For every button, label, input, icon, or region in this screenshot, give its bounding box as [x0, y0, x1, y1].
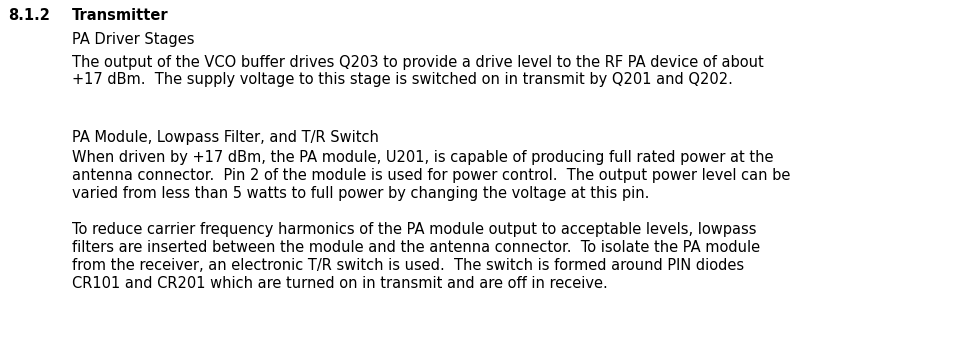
Text: varied from less than 5 watts to full power by changing the voltage at this pin.: varied from less than 5 watts to full po…	[72, 186, 649, 201]
Text: When driven by +17 dBm, the PA module, U201, is capable of producing full rated : When driven by +17 dBm, the PA module, U…	[72, 150, 774, 165]
Text: from the receiver, an electronic T/R switch is used.  The switch is formed aroun: from the receiver, an electronic T/R swi…	[72, 258, 745, 273]
Text: +17 dBm.  The supply voltage to this stage is switched on in transmit by Q201 an: +17 dBm. The supply voltage to this stag…	[72, 72, 733, 87]
Text: antenna connector.  Pin 2 of the module is used for power control.  The output p: antenna connector. Pin 2 of the module i…	[72, 168, 790, 183]
Text: filters are inserted between the module and the antenna connector.  To isolate t: filters are inserted between the module …	[72, 240, 760, 255]
Text: The output of the VCO buffer drives Q203 to provide a drive level to the RF PA d: The output of the VCO buffer drives Q203…	[72, 55, 764, 70]
Text: Transmitter: Transmitter	[72, 8, 168, 23]
Text: PA Driver Stages: PA Driver Stages	[72, 32, 194, 47]
Text: CR101 and CR201 which are turned on in transmit and are off in receive.: CR101 and CR201 which are turned on in t…	[72, 276, 608, 291]
Text: 8.1.2: 8.1.2	[8, 8, 50, 23]
Text: PA Module, Lowpass Filter, and T/R Switch: PA Module, Lowpass Filter, and T/R Switc…	[72, 130, 379, 145]
Text: To reduce carrier frequency harmonics of the PA module output to acceptable leve: To reduce carrier frequency harmonics of…	[72, 222, 756, 237]
